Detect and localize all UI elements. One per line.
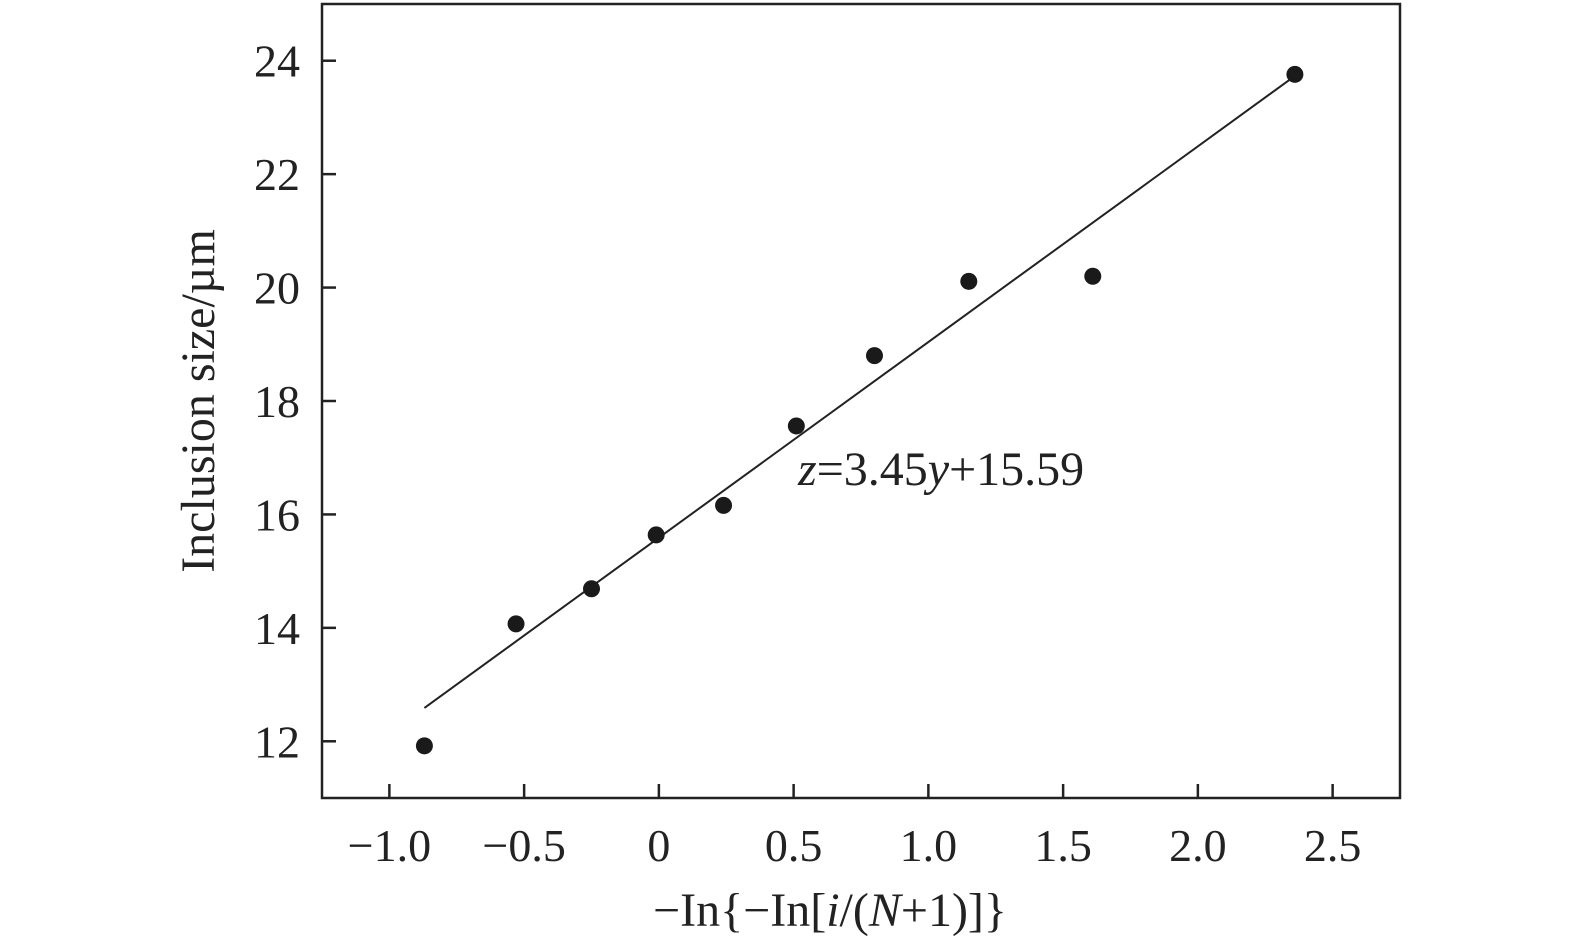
data-point <box>865 347 883 365</box>
fit-line-group <box>423 75 1296 709</box>
x-tick-label: 1.0 <box>900 820 958 871</box>
plot-frame <box>320 2 1402 800</box>
x-axis-label-prefix: −In{−In[ <box>653 884 826 937</box>
x-tick-label: 1.5 <box>1034 820 1092 871</box>
x-axis-ticks: −1.0 −0.5 0 0.5 1.0 1.5 2.0 2.5 <box>348 784 1362 871</box>
data-point <box>1286 65 1304 83</box>
data-point <box>507 615 525 633</box>
fit-equation: z=3.45y+15.59 <box>797 443 1084 496</box>
fit-line <box>423 75 1296 709</box>
y-tick-label: 12 <box>254 716 300 767</box>
x-tick-label: 2.0 <box>1169 820 1227 871</box>
x-tick-label: −1.0 <box>348 820 431 871</box>
data-point <box>1084 267 1102 285</box>
equation-z: z <box>797 443 817 496</box>
data-point <box>415 737 433 755</box>
y-axis-ticks: 12 14 16 18 20 22 24 <box>254 36 336 767</box>
equation-slope: =3.45 <box>817 443 928 496</box>
x-axis-label-i: i <box>826 884 839 937</box>
equation-intercept: +15.59 <box>949 443 1084 496</box>
x-axis-label: −In{−In[i/(N+1)]} <box>653 884 1007 937</box>
y-tick-label: 22 <box>254 149 300 200</box>
x-tick-label: 2.5 <box>1304 820 1362 871</box>
data-point <box>583 580 600 598</box>
data-points <box>415 65 1304 755</box>
y-tick-label: 18 <box>254 376 300 427</box>
x-tick-label: 0.5 <box>765 820 823 871</box>
equation-y: y <box>923 443 950 496</box>
y-tick-label: 14 <box>254 603 300 654</box>
x-axis-label-mid: /( <box>840 884 869 937</box>
x-axis-label-n: N <box>868 884 904 937</box>
data-point <box>960 272 978 290</box>
x-axis-label-suffix: +1)]} <box>901 884 1007 937</box>
y-tick-label: 24 <box>254 36 300 87</box>
x-tick-label: 0 <box>647 820 670 871</box>
data-point <box>715 496 733 514</box>
x-tick-label: −0.5 <box>482 820 565 871</box>
y-axis-label: Inclusion size/µm <box>172 229 225 573</box>
data-point <box>787 417 805 435</box>
data-point <box>647 526 665 544</box>
y-tick-label: 20 <box>254 263 300 314</box>
y-tick-label: 16 <box>254 489 300 540</box>
